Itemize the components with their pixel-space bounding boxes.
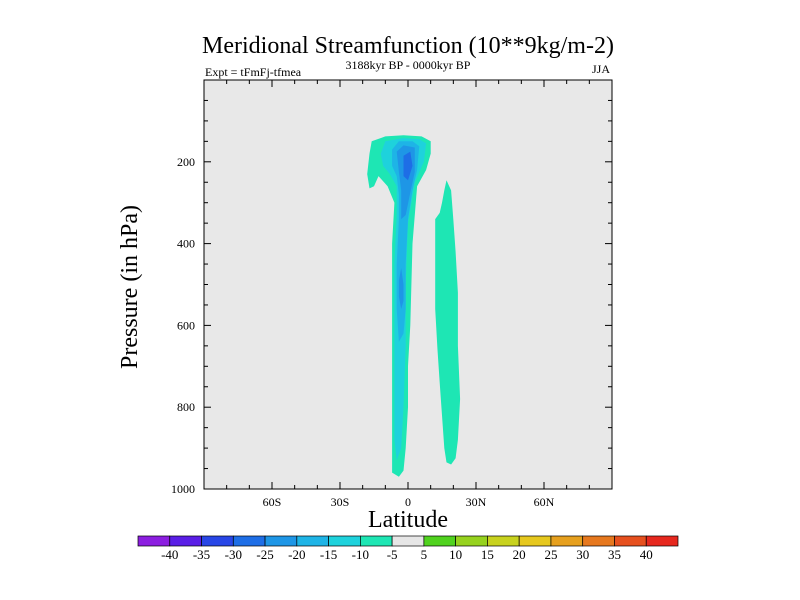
colorbar-box	[137, 535, 171, 547]
x-tick-label: 30S	[331, 495, 350, 509]
colorbar-label: 35	[608, 547, 621, 562]
x-axis: 60S 30S 0 30N 60N	[226, 80, 590, 509]
colorbar-box	[296, 535, 329, 547]
negative-cell	[403, 151, 413, 181]
colorbar-box	[550, 535, 584, 547]
colorbar-label: -30	[225, 547, 242, 562]
colorbar-box	[614, 535, 647, 547]
colorbar-box	[423, 535, 456, 547]
colorbar-box	[169, 535, 202, 547]
colorbar-box	[518, 535, 552, 547]
colorbar-label: 25	[544, 547, 557, 562]
colorbar-box	[328, 535, 361, 547]
contour-regions	[367, 135, 461, 477]
period-label: 3188kyr BP - 0000kyr BP	[346, 58, 471, 72]
x-tick-label: 60N	[534, 495, 555, 509]
colorbar-box	[360, 535, 393, 547]
y-tick-label: 600	[177, 318, 195, 332]
colorbar-label: 10	[449, 547, 462, 562]
colorbar-box	[582, 535, 615, 547]
negative-cell	[398, 268, 404, 309]
chart-title: Meridional Streamfunction (10**9kg/m-2)	[202, 33, 614, 59]
colorbar-label: 20	[513, 547, 526, 562]
colorbar-label: 15	[481, 547, 494, 562]
colorbar-box	[232, 535, 266, 547]
colorbar-box	[645, 535, 679, 547]
colorbar-label: -15	[320, 547, 337, 562]
colorbar-label: -20	[288, 547, 305, 562]
colorbar-label: 30	[576, 547, 589, 562]
colorbar-label: -35	[193, 547, 210, 562]
colorbar-box	[455, 535, 488, 547]
y-axis-label: Pressure (in hPa)	[117, 205, 143, 369]
colorbar-label: -5	[387, 547, 398, 562]
colorbar-label: 5	[421, 547, 428, 562]
colorbar-label: -10	[352, 547, 369, 562]
y-axis: 200 400 600 800 1000	[171, 99, 612, 496]
colorbar-label: -40	[161, 547, 178, 562]
colorbar-label: 40	[640, 547, 653, 562]
x-tick-label: 60S	[263, 495, 282, 509]
colorbar-box	[264, 535, 298, 547]
colorbar-label: -25	[256, 547, 273, 562]
x-tick-label: 30N	[466, 495, 487, 509]
colorbar: -40 -35 -30 -25 -20 -15 -10 -5 5 10 15 20 25 30 35 40	[137, 535, 679, 562]
colorbar-box	[391, 535, 425, 547]
x-tick-label: 0	[405, 495, 411, 509]
season-label: JJA	[592, 62, 610, 76]
colorbar-box	[487, 535, 520, 547]
y-tick-label: 200	[177, 155, 195, 169]
colorbar-box	[201, 535, 234, 547]
y-tick-label: 400	[177, 237, 195, 251]
y-tick-label: 800	[177, 400, 195, 414]
x-axis-label: Latitude	[368, 507, 448, 533]
positive-cell	[435, 180, 461, 465]
experiment-label: Expt = tFmFj-tfmea	[205, 65, 302, 79]
y-tick-label: 1000	[171, 482, 195, 496]
